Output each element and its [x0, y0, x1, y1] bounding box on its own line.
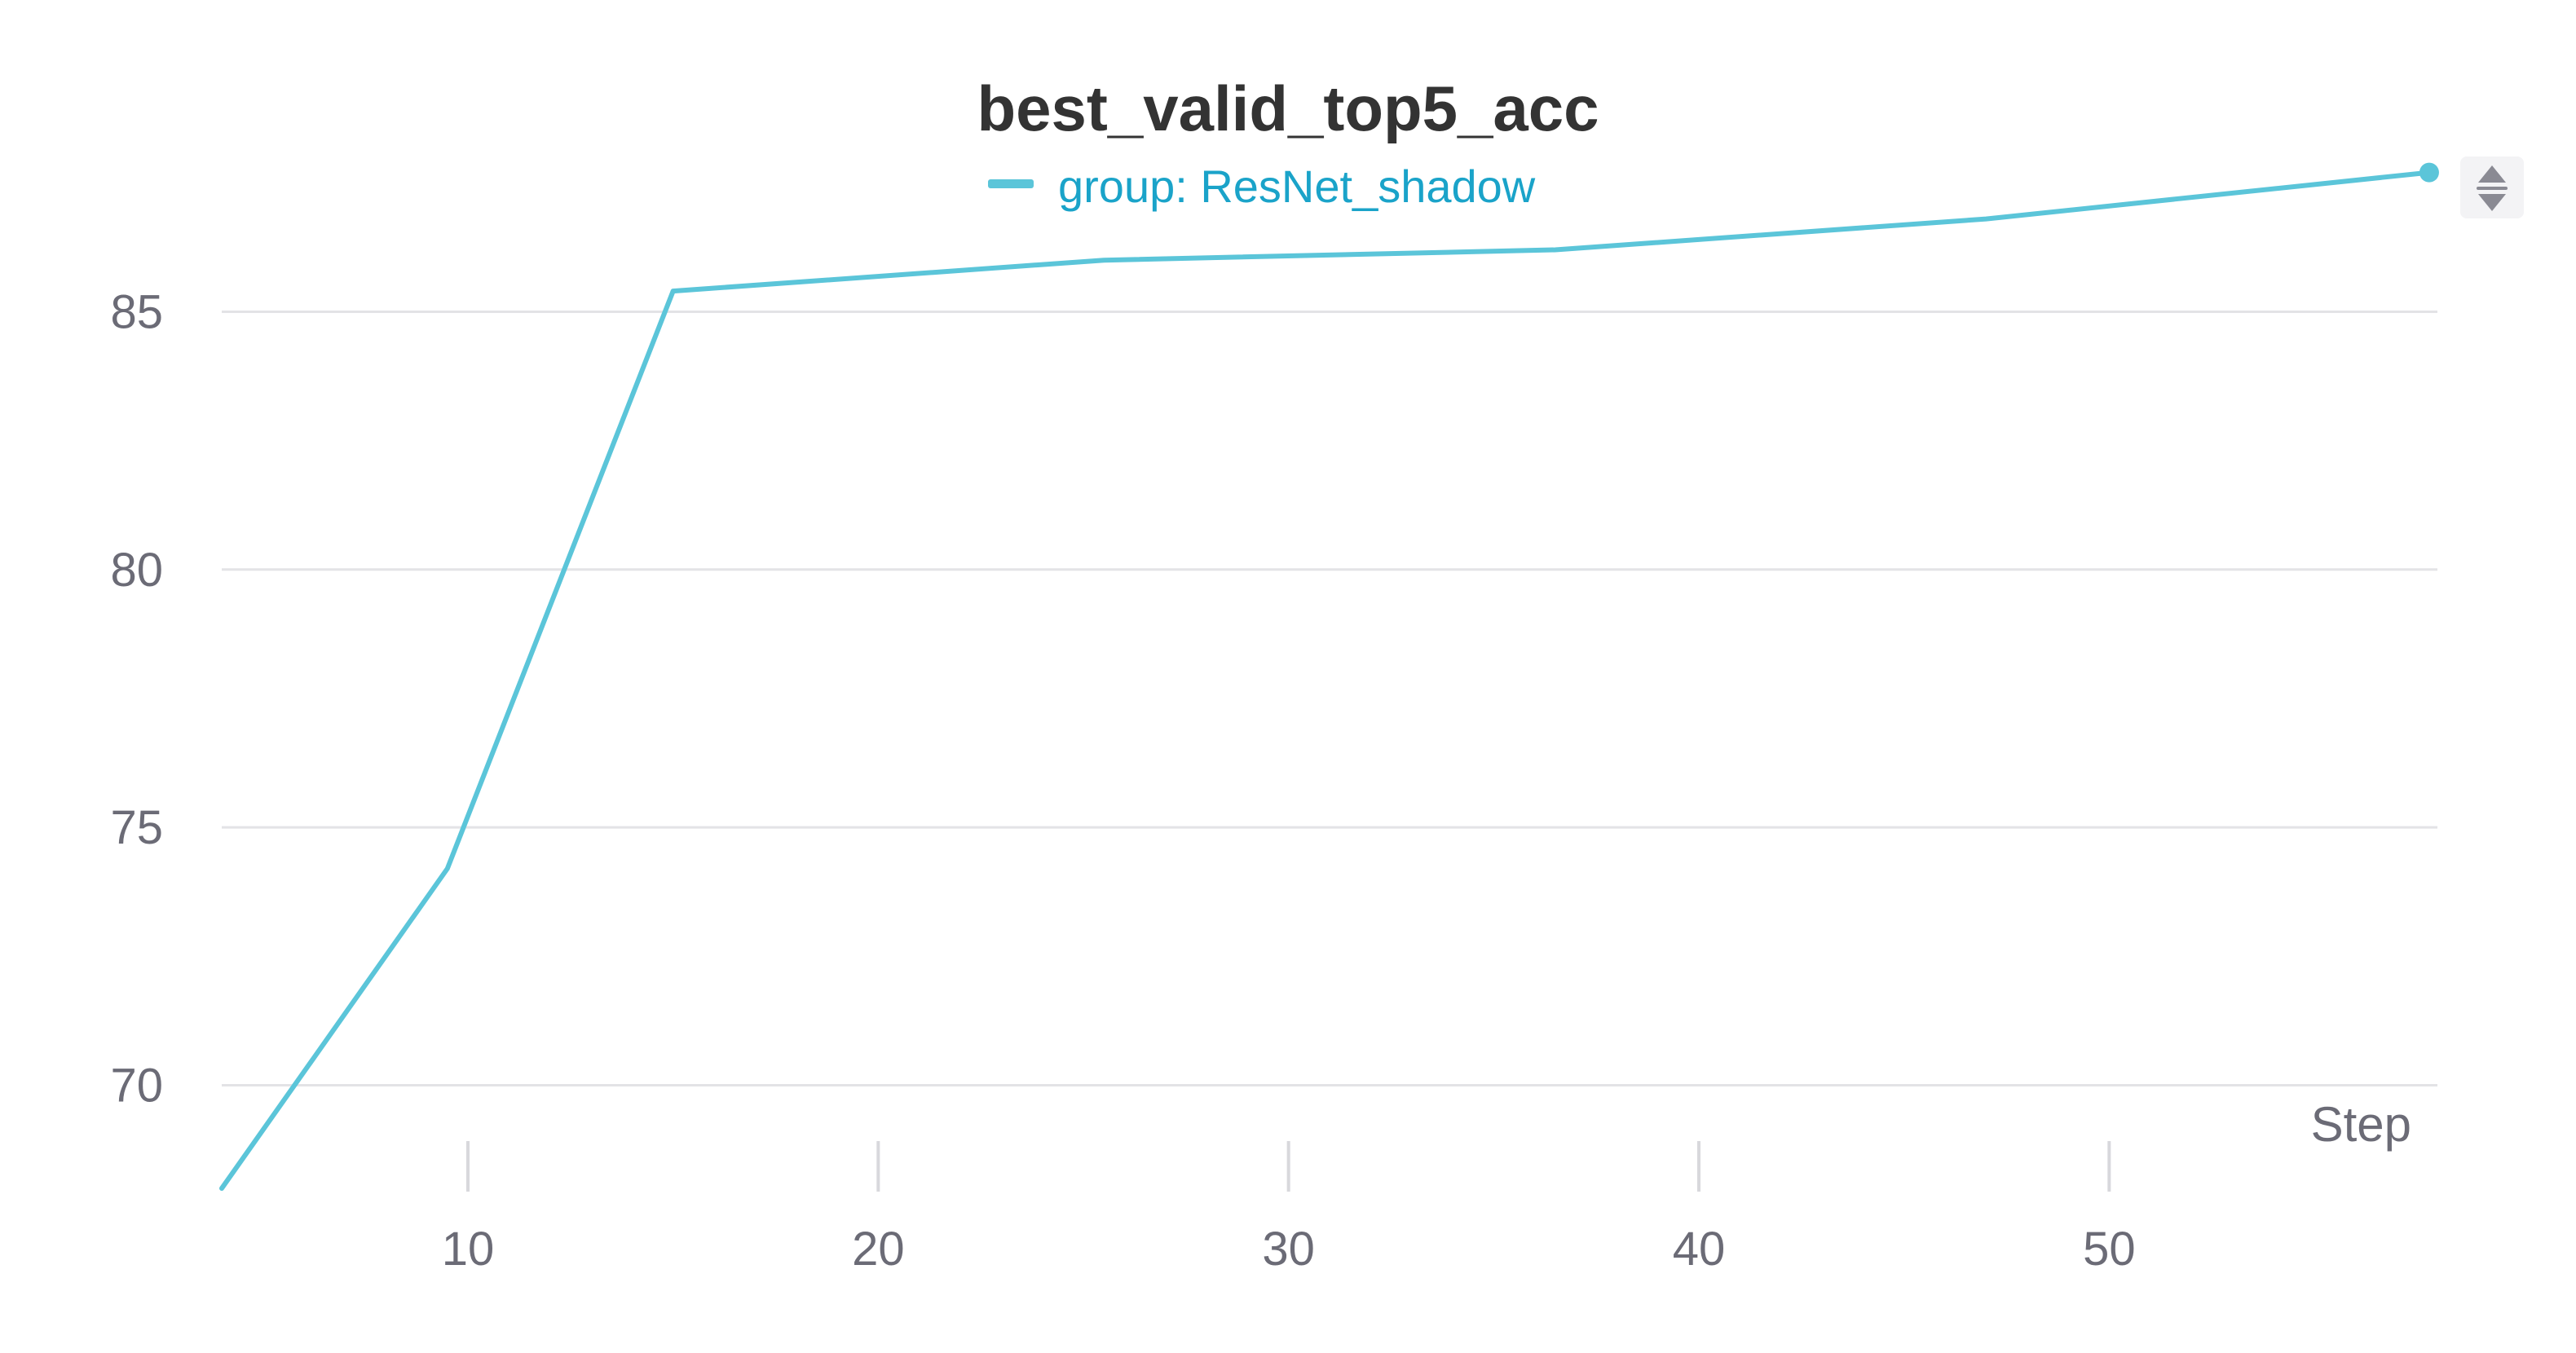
series: [219, 162, 2439, 1191]
y-tick-label: 75: [110, 801, 163, 854]
sort-control[interactable]: [2460, 156, 2524, 218]
x-axis-label: Step: [2311, 1097, 2411, 1152]
grid: [222, 310, 2437, 1086]
legend-swatch: [988, 179, 1034, 188]
y-axis: 70 75 80 85: [110, 285, 163, 1112]
x-tick-label: 20: [852, 1223, 905, 1276]
chart-title: best_valid_top5_acc: [977, 73, 1599, 144]
legend-label: group: ResNet_shadow: [1058, 161, 1536, 212]
series-line: [219, 170, 2432, 1191]
x-tick-label: 10: [442, 1223, 495, 1276]
y-tick-label: 70: [110, 1059, 163, 1112]
y-tick-label: 80: [110, 544, 163, 597]
x-axis: 10 20 30 40 50: [442, 1141, 2136, 1276]
series-end-point: [2419, 162, 2439, 183]
x-tick-label: 30: [1262, 1223, 1315, 1276]
sort-up-down-icon: [2477, 165, 2508, 211]
x-tick-label: 50: [2083, 1223, 2136, 1276]
y-tick-label: 85: [110, 285, 163, 338]
x-tick-label: 40: [1673, 1223, 1726, 1276]
legend[interactable]: group: ResNet_shadow: [988, 161, 1536, 212]
